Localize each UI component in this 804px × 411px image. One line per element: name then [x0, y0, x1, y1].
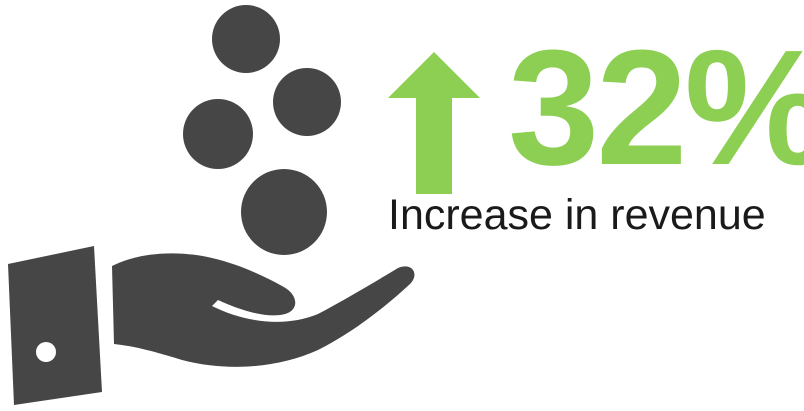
stat-label: Increase in revenue: [388, 191, 766, 239]
coin-icon: [212, 5, 280, 73]
hand-with-coins-icon: [8, 5, 415, 405]
stat-value: 32%: [508, 16, 804, 199]
coin-icon: [183, 99, 253, 169]
coin-icon: [273, 68, 341, 136]
up-arrow-icon: [388, 52, 480, 194]
open-hand: [112, 253, 415, 367]
up-arrow-shape: [388, 52, 480, 194]
revenue-stat: 32% Increase in revenue: [388, 26, 804, 248]
sleeve-cuff: [8, 246, 102, 405]
cuff-button: [36, 342, 56, 362]
coin-icon: [241, 169, 327, 255]
